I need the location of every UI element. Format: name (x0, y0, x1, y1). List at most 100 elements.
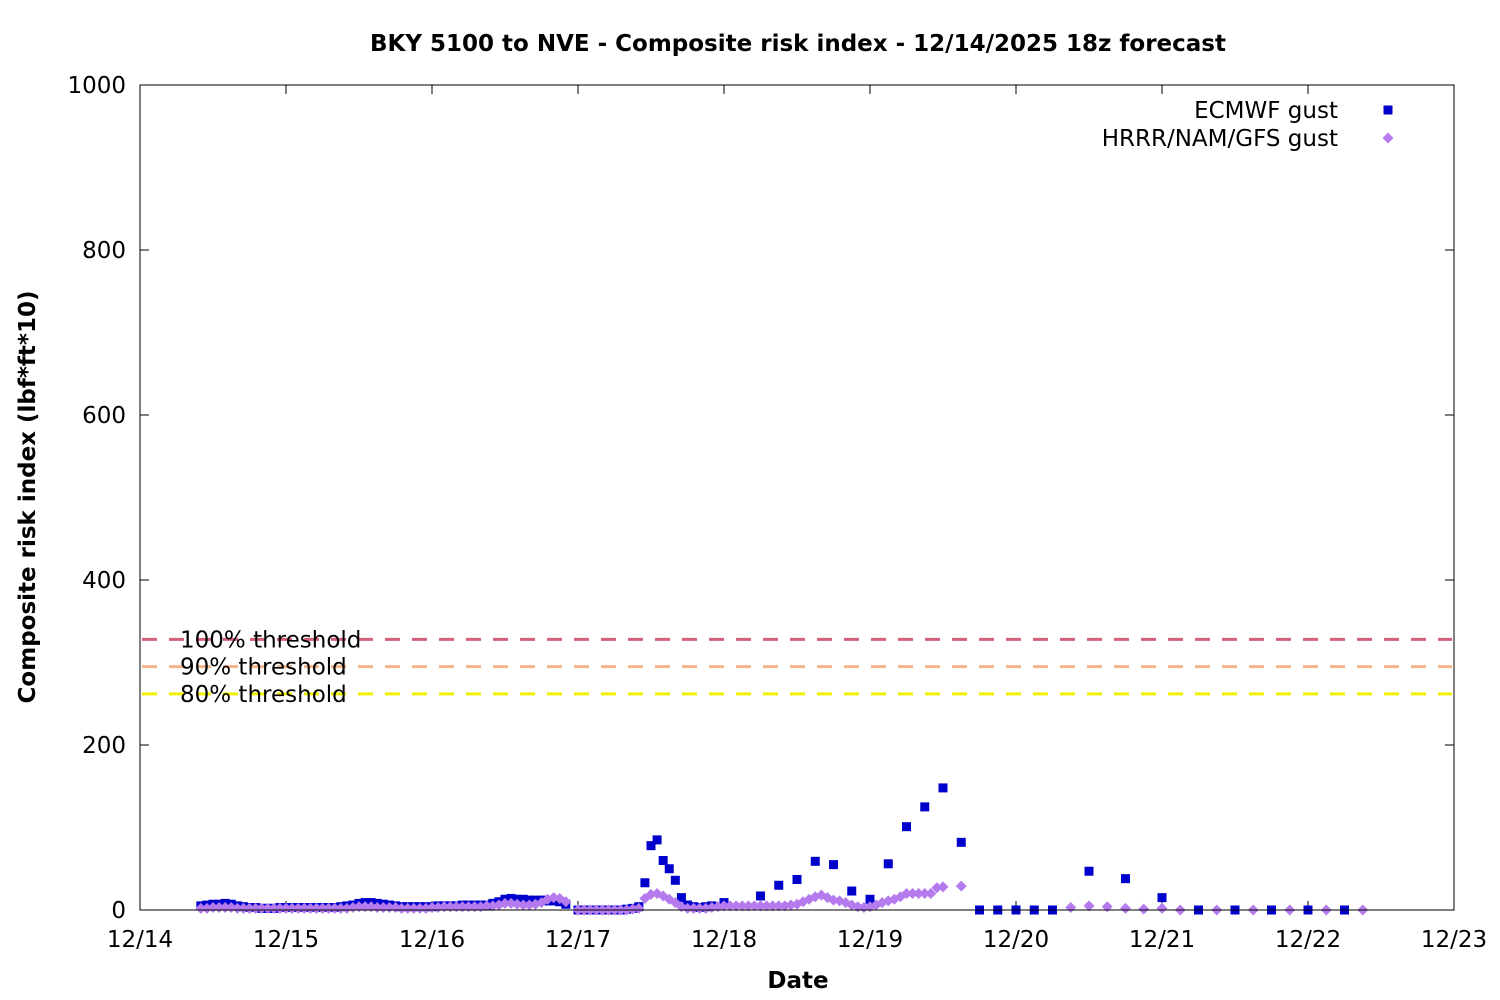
hrrr-point (907, 888, 919, 899)
hrrr-point (408, 902, 420, 914)
hrrr-point (499, 897, 511, 909)
ecmwf-point (920, 802, 930, 812)
hrrr-point (450, 901, 462, 913)
hrrr-point (919, 888, 931, 899)
hrrr-point (256, 902, 268, 914)
hrrr-point (1120, 902, 1131, 914)
hrrr-point (317, 902, 328, 914)
hrrr-point (402, 902, 414, 914)
y-axis-label: Composite risk index (lbf*ft*10) (15, 291, 41, 704)
hrrr-point (353, 901, 365, 913)
threshold-label: 90% threshold (180, 655, 347, 681)
x-axis-label: Date (767, 968, 828, 994)
axis-ticks: 12/14 12/15 12/16 12/17 12/18 12/19 12/20 12/21… (67, 73, 1487, 953)
hrrr-point (414, 902, 426, 914)
hrrr-point (456, 901, 468, 913)
hrrr-point (633, 902, 645, 914)
hrrr-point (244, 902, 255, 914)
hrrr-point (195, 902, 207, 914)
hrrr-point (286, 902, 298, 914)
ecmwf-point (640, 878, 650, 888)
x-tick-label: 12/18 (691, 927, 757, 953)
hrrr-point (694, 902, 706, 914)
y-tick-label: 800 (82, 238, 126, 264)
hrrr-point (280, 902, 292, 914)
hrrr-point (1101, 901, 1113, 913)
ecmwf-point (792, 874, 802, 884)
ecmwf-point (1157, 893, 1167, 903)
hrrr-point (262, 902, 274, 914)
ecmwf-point (938, 783, 948, 793)
hrrr-point (517, 899, 529, 911)
ecmwf-point (646, 841, 656, 851)
ecmwf-point (829, 860, 838, 870)
hrrr-point (329, 902, 341, 914)
hrrr-point (755, 900, 766, 912)
hrrr-point (304, 902, 316, 914)
x-tick-label: 12/19 (837, 927, 903, 953)
hrrr-point (335, 902, 347, 914)
hrrr-point (438, 901, 450, 913)
hrrr-point (237, 902, 249, 914)
hrrr-point (323, 902, 335, 914)
y-tick-label: 600 (82, 403, 126, 429)
hrrr-point (268, 902, 280, 914)
ecmwf-point (670, 875, 680, 885)
chart-title: BKY 5100 to NVE - Composite risk index -… (370, 31, 1226, 57)
y-tick-label: 400 (82, 568, 126, 594)
hrrr-point (937, 881, 949, 893)
hrrr-point (469, 901, 481, 913)
hrrr-point (773, 900, 785, 912)
threshold-label: 100% threshold (180, 627, 361, 653)
x-tick-label: 12/14 (107, 927, 173, 953)
ecmwf-point (847, 886, 857, 896)
hrrr-point (724, 900, 736, 912)
ecmwf-point (756, 891, 765, 901)
hrrr-point (274, 902, 286, 914)
ecmwf-point (1084, 866, 1094, 876)
plot-frame (139, 84, 1455, 911)
legend-label: HRRR/NAM/GFS gust (1102, 126, 1338, 152)
hrrr-point (1138, 903, 1150, 915)
x-tick-label: 12/20 (983, 927, 1049, 953)
hrrr-point (682, 902, 693, 914)
x-tick-label: 12/22 (1275, 927, 1341, 953)
x-tick-label: 12/15 (253, 927, 319, 953)
hrrr-point (736, 900, 748, 912)
legend-marker-diamond (1382, 132, 1394, 144)
ecmwf-point (658, 856, 668, 865)
threshold-label: 80% threshold (180, 682, 347, 708)
hrrr-point (231, 902, 243, 914)
ecmwf-point (518, 894, 528, 904)
hrrr-point (913, 888, 925, 899)
hrrr-point (688, 902, 700, 914)
hrrr-point (292, 902, 304, 914)
y-tick-label: 0 (111, 898, 126, 924)
hrrr-point (761, 900, 773, 912)
series-hrrr-nam-gfs (195, 880, 1369, 916)
ecmwf-point (883, 859, 893, 869)
x-tick-label: 12/16 (399, 927, 465, 953)
hrrr-point (901, 888, 912, 899)
hrrr-point (250, 902, 262, 914)
ecmwf-point (865, 894, 875, 904)
ecmwf-point (774, 880, 784, 890)
hrrr-point (1083, 900, 1095, 912)
x-tick-label: 12/23 (1421, 927, 1487, 953)
hrrr-point (396, 902, 408, 914)
hrrr-point (748, 900, 760, 912)
hrrr-point (730, 900, 742, 912)
y-tick-label: 1000 (67, 73, 126, 99)
hrrr-point (767, 900, 779, 912)
x-tick-label: 12/21 (1129, 927, 1195, 953)
hrrr-point (1156, 902, 1168, 914)
ecmwf-point (676, 893, 686, 903)
hrrr-point (359, 901, 371, 913)
hrrr-point (560, 896, 572, 908)
ecmwf-point (956, 837, 966, 847)
ecmwf-point (1121, 874, 1130, 884)
hrrr-point (955, 880, 967, 892)
